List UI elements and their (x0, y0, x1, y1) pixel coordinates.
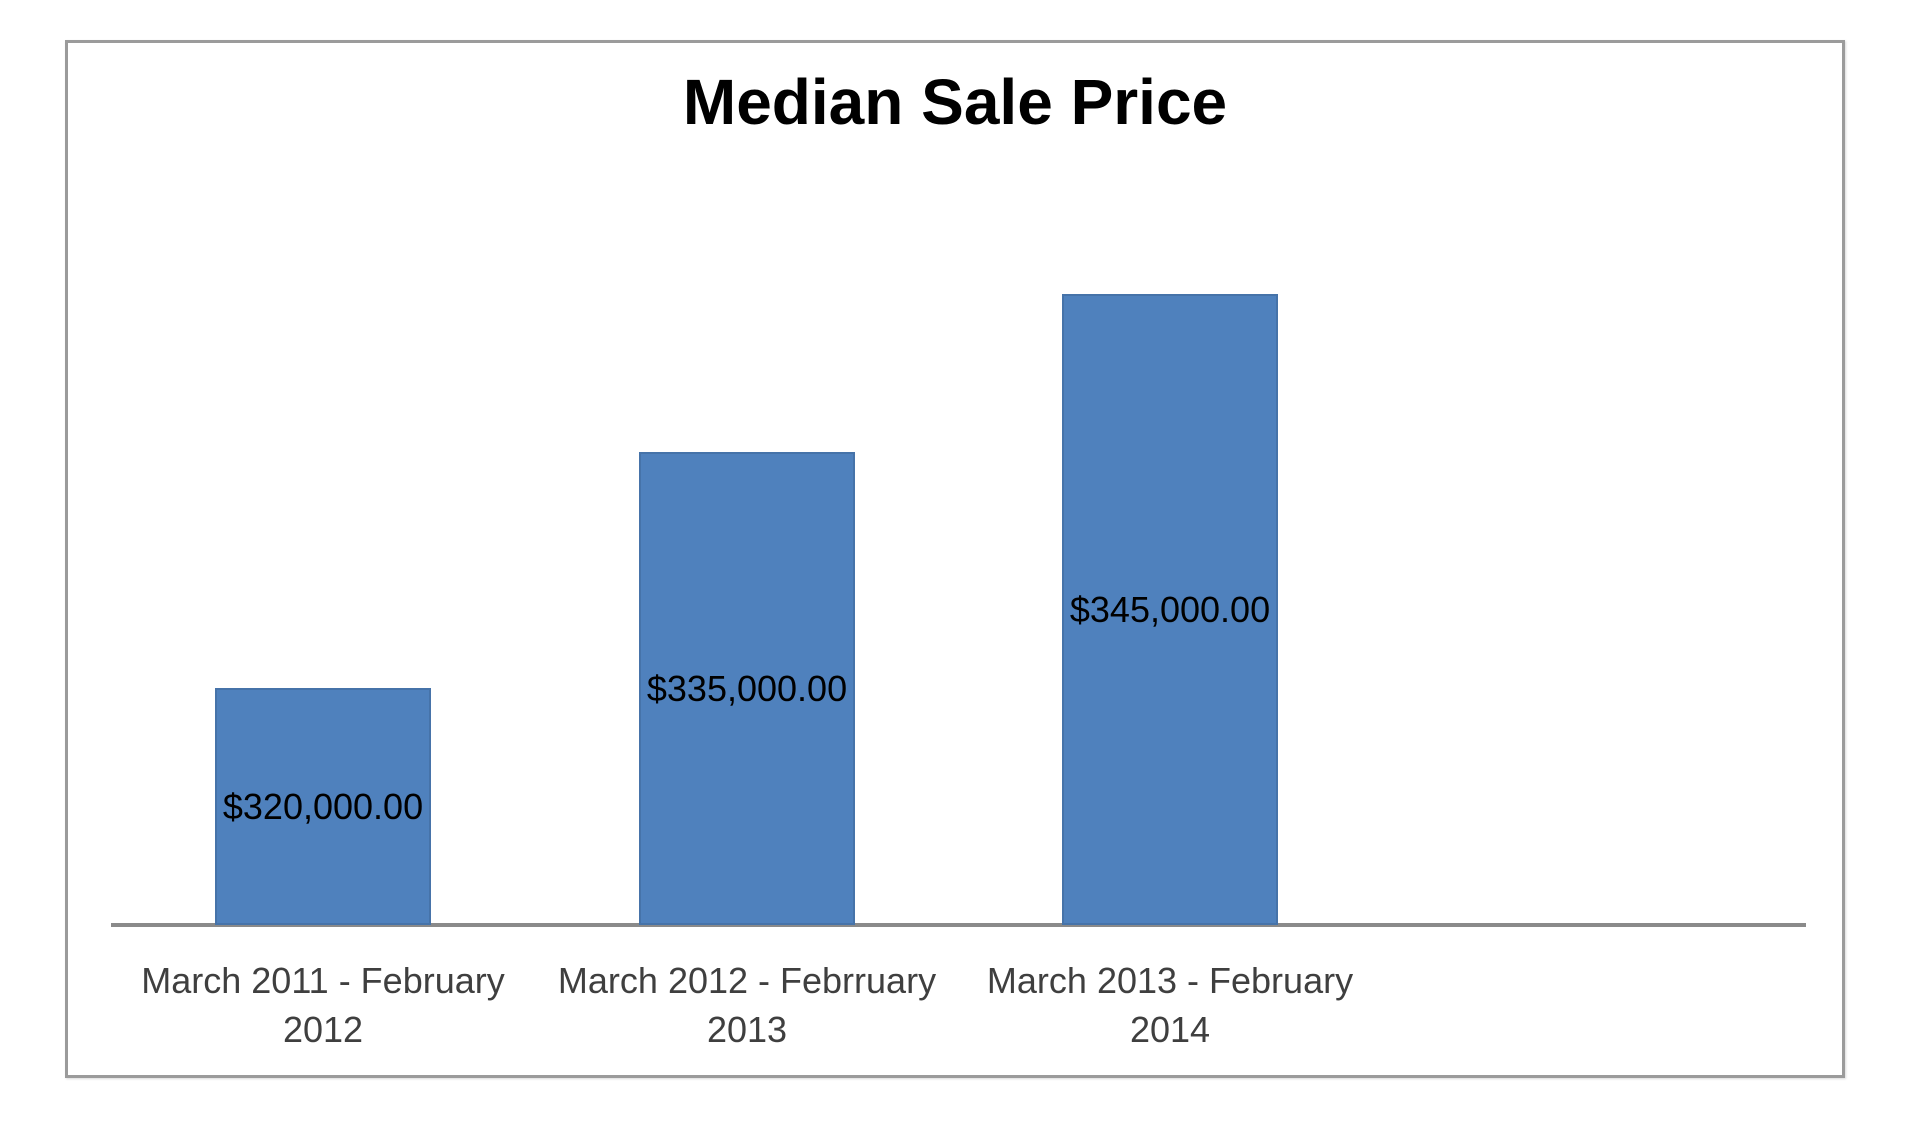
x-axis-category-label-1: March 2011 - February 2012 (63, 956, 583, 1054)
x-axis-category-label-1-line-2: 2012 (282, 1009, 364, 1050)
x-axis-category-label-3-line-2: 2014 (1129, 1009, 1211, 1050)
bar-2: $335,000.00 (639, 452, 855, 925)
x-axis-category-label-3: March 2013 - February 2014 (910, 956, 1430, 1054)
x-axis-category-label-1-line-1: March 2011 - February (141, 960, 505, 1001)
x-axis-category-label-2-line-1: March 2012 - Febrruary (557, 960, 937, 1001)
bar-value-label-3: $345,000.00 (1069, 588, 1271, 630)
bar-3: $345,000.00 (1062, 294, 1278, 925)
bar-value-label-1: $320,000.00 (222, 785, 424, 827)
x-axis-category-label-2-line-2: 2013 (706, 1009, 788, 1050)
chart-title: Median Sale Price (682, 66, 1228, 138)
bar-value-label-2: $335,000.00 (646, 667, 848, 709)
x-axis-category-label-2: March 2012 - Febrruary 2013 (487, 956, 1007, 1054)
x-axis-category-label-3-line-1: March 2013 - February (986, 960, 1354, 1001)
plot-area: $320,000.00 March 2011 - February 2012 $335… (68, 43, 1842, 1075)
x-axis-line (111, 923, 1806, 927)
chart-frame: Median Sale Price $320,000.00 March 2011 … (65, 40, 1845, 1078)
bar-1: $320,000.00 (215, 688, 431, 925)
